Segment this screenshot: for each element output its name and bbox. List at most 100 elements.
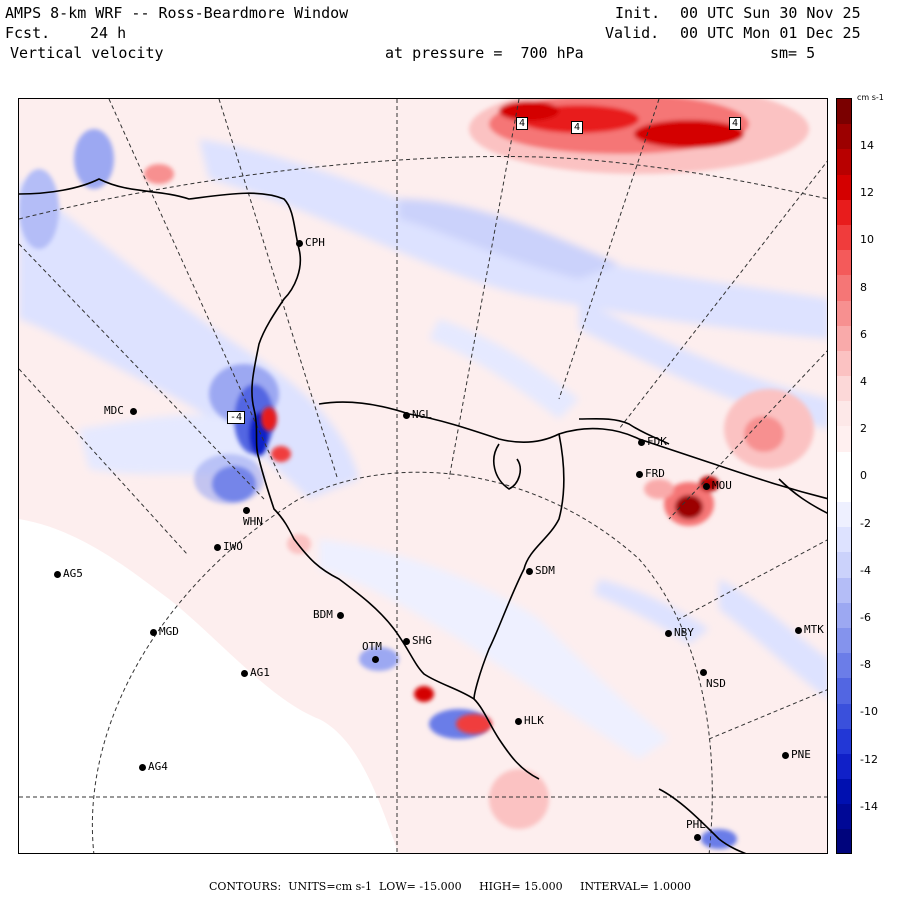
colorbar-tick-label: -8 — [860, 658, 871, 672]
colorbar-segment — [837, 527, 851, 553]
model-title: AMPS 8-km WRF -- Ross-Beardmore Window — [5, 4, 349, 22]
station-marker-icon — [403, 411, 410, 419]
colorbar-tick-label: 4 — [860, 375, 867, 388]
colorbar-segment — [837, 99, 851, 125]
station-marker-icon — [129, 407, 137, 415]
colorbar — [836, 98, 852, 854]
colorbar-segment — [837, 602, 851, 628]
positive-cells — [144, 99, 814, 829]
lat-lon-grid — [19, 99, 827, 853]
valid-value: 00 UTC Mon 01 Dec 25 — [680, 24, 861, 42]
colorbar-segment — [837, 829, 851, 853]
station-pne[interactable]: PNE — [782, 749, 811, 761]
station-mtk[interactable]: MTK — [795, 624, 824, 636]
high-label: HIGH= — [479, 880, 521, 893]
station-marker-icon — [336, 611, 344, 619]
colorbar-tick-label: -12 — [860, 752, 878, 766]
colorbar-segment — [837, 250, 851, 276]
station-ag4[interactable]: AG4 — [139, 761, 168, 773]
station-sdm[interactable]: SDM — [526, 565, 555, 577]
colorbar-segment — [837, 451, 851, 477]
colorbar-segment — [837, 753, 851, 780]
colorbar-tick-label: -10 — [860, 705, 878, 719]
init-value: 00 UTC Sun 30 Nov 25 — [680, 4, 861, 22]
station-ngl[interactable]: NGL — [403, 409, 432, 421]
colorbar-tick-label: -4 — [860, 563, 871, 577]
colorbar-segment — [837, 149, 851, 175]
colorbar-units: cm s-1 — [857, 93, 884, 102]
init-label: Init. — [615, 4, 661, 22]
station-marker-icon — [296, 239, 303, 247]
station-marker-icon — [241, 669, 248, 677]
contour-label: 4 — [571, 121, 584, 134]
units-label: UNITS=cm s-1 — [288, 880, 372, 893]
station-shg[interactable]: SHG — [403, 635, 432, 647]
station-otm[interactable]: OTM — [362, 641, 382, 665]
station-cph[interactable]: CPH — [296, 237, 325, 249]
valid-label: Valid. — [605, 24, 660, 42]
colorbar-segment — [837, 376, 851, 402]
colorbar-segment — [837, 300, 851, 326]
interval-label: INTERVAL= — [580, 880, 649, 893]
map-panel[interactable]: 4 4 4 -4 CPH MDC NGL FDK FRD MOU WHN IWO… — [18, 98, 828, 854]
contours-label: CONTOURS: — [209, 880, 282, 893]
station-nsd[interactable]: NSD — [700, 666, 726, 690]
station-marker-icon — [372, 655, 379, 663]
colorbar-tick-label: 14 — [860, 139, 874, 152]
low-value: -15.000 — [419, 880, 462, 893]
colorbar-segment — [837, 174, 851, 200]
station-mgd[interactable]: MGD — [150, 626, 179, 638]
station-ag5[interactable]: AG5 — [54, 568, 83, 580]
colorbar-segment — [837, 199, 851, 225]
colorbar-tick-label: 10 — [860, 233, 874, 247]
colorbar-tick-label: 12 — [860, 186, 874, 200]
colorbar-segment — [837, 728, 851, 754]
station-hlk[interactable]: HLK — [515, 715, 544, 727]
colorbar-segment — [837, 678, 851, 704]
colorbar-tick-label: -2 — [860, 516, 871, 530]
station-frd[interactable]: FRD — [636, 468, 665, 480]
colorbar-segment — [837, 779, 851, 805]
station-marker-icon — [636, 470, 643, 478]
station-bdm[interactable]: BDM — [313, 609, 346, 621]
colorbar-tick-label: -6 — [860, 611, 871, 624]
contour-info: CONTOURS: UNITS=cm s-1 LOW= -15.000 HIGH… — [0, 880, 900, 893]
colorbar-tick-label: 8 — [860, 280, 867, 294]
station-phl[interactable]: PHL — [686, 819, 706, 843]
colorbar-segment — [837, 703, 851, 729]
colorbar-tick-label: 0 — [860, 469, 867, 483]
colorbar-segment — [837, 577, 851, 603]
colorbar-segment — [837, 275, 851, 301]
fcst-value: 24 h — [90, 24, 127, 42]
colorbar-tick-label: -14 — [860, 799, 878, 813]
station-whn[interactable]: WHN — [243, 504, 263, 528]
colorbar-segment — [837, 476, 851, 502]
station-marker-icon — [150, 628, 157, 636]
station-marker-icon — [526, 567, 533, 575]
colorbar-segment — [837, 804, 851, 830]
colorbar-segment — [837, 350, 851, 377]
station-marker-icon — [700, 668, 707, 676]
station-ag1[interactable]: AG1 — [241, 667, 270, 679]
colorbar-segment — [837, 426, 851, 452]
station-marker-icon — [638, 438, 645, 446]
station-fdk[interactable]: FDK — [638, 436, 667, 448]
low-label: LOW= — [379, 880, 416, 893]
station-marker-icon — [403, 637, 410, 645]
contour-label: 4 — [516, 117, 529, 130]
pressure-level: at pressure = 700 hPa — [385, 44, 584, 62]
station-nby[interactable]: NBY — [665, 627, 694, 639]
fcst-label: Fcst. — [5, 24, 51, 42]
station-marker-icon — [703, 482, 710, 490]
station-mou[interactable]: MOU — [703, 480, 732, 492]
station-marker-icon — [214, 543, 221, 551]
station-marker-icon — [665, 629, 672, 637]
station-marker-icon — [694, 833, 701, 841]
station-marker-icon — [139, 763, 146, 771]
station-marker-icon — [54, 570, 61, 578]
colorbar-segment — [837, 552, 851, 578]
colorbar-segment — [837, 325, 851, 351]
station-iwo[interactable]: IWO — [214, 541, 243, 553]
vertical-velocity-map — [19, 99, 827, 853]
station-mdc[interactable]: MDC — [104, 405, 139, 417]
